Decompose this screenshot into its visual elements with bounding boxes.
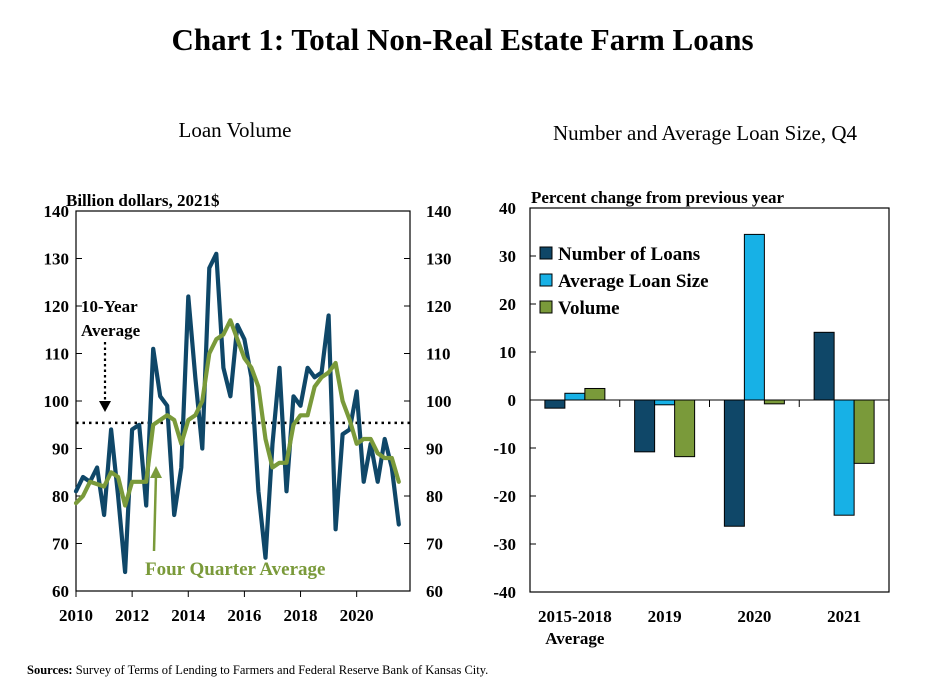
x-tick-label: 2020: [737, 607, 771, 626]
y-tick-label-right: 60: [426, 582, 443, 601]
y-tick-label: -30: [493, 535, 516, 554]
legend-label: Number of Loans: [558, 244, 700, 265]
x-tick-label: 2014: [171, 606, 206, 625]
legend-swatch: [539, 300, 553, 314]
bar: [833, 399, 855, 516]
y-tick-label: 20: [499, 295, 516, 314]
loan-volume-chart: 60 60 70 70 80 80 90 90 100 100 110 110 120 120 130 130…: [44, 191, 452, 625]
four-quarter-average-pointer: [152, 473, 158, 552]
legend-label: Average Loan Size: [558, 271, 709, 292]
bar: [743, 233, 765, 401]
ten-year-average-label: Average: [81, 321, 141, 340]
bar: [544, 399, 566, 409]
y-tick-label-left: 80: [52, 487, 69, 506]
y-tick-label: 0: [508, 391, 517, 410]
y-tick-label-left: 60: [52, 582, 69, 601]
y-tick-label: 40: [499, 199, 516, 218]
bar: [674, 399, 696, 458]
y-tick-label-right: 130: [426, 250, 452, 269]
four-quarter-average-line: [73, 318, 401, 508]
bar: [654, 399, 676, 406]
x-tick-label: 2010: [59, 606, 93, 625]
x-tick-label: 2015-2018: [538, 607, 612, 626]
y-tick-label-left: 120: [44, 297, 70, 316]
bar: [634, 399, 656, 453]
y-tick-label-right: 90: [426, 440, 443, 459]
y-tick-label: -40: [493, 583, 516, 602]
y-tick-label-right: 140: [426, 202, 452, 221]
bar: [584, 387, 606, 401]
y-tick-label-right: 110: [426, 345, 451, 364]
y-tick-label-left: 140: [44, 202, 70, 221]
sources-text: Survey of Terms of Lending to Farmers an…: [72, 663, 489, 677]
quarterly-volume-line: [73, 251, 401, 575]
x-tick-label: 2012: [115, 606, 149, 625]
sources-label: Sources:: [27, 663, 73, 677]
y-tick-label: -20: [493, 487, 516, 506]
y-axis-unit-label: Billion dollars, 2021$: [66, 191, 220, 210]
x-tick-label: 2020: [340, 606, 374, 625]
bar: [853, 399, 875, 464]
y-tick-label-left: 90: [52, 440, 69, 459]
y-tick-label: 30: [499, 247, 516, 266]
x-tick-label: 2019: [648, 607, 682, 626]
ten-year-average-label: 10-Year: [81, 297, 138, 316]
y-tick-label-right: 100: [426, 392, 452, 411]
y-tick-label-right: 70: [426, 535, 443, 554]
legend-label: Volume: [558, 298, 620, 319]
y-tick-label-right: 120: [426, 297, 452, 316]
bar: [813, 331, 835, 401]
loan-size-change-chart: -40 -30 -20 -10 0 10 20 30 40 2015-2018 Average 201…: [493, 188, 890, 648]
y-tick-label: -10: [493, 439, 516, 458]
y-tick-label-left: 100: [44, 392, 70, 411]
x-tick-label: 2021: [827, 607, 861, 626]
y-tick-label-right: 80: [426, 487, 443, 506]
x-tick-label: 2016: [227, 606, 261, 625]
y-tick-label-left: 70: [52, 535, 69, 554]
x-tick-label: Average: [545, 629, 605, 648]
y-tick-label: 10: [499, 343, 516, 362]
bar: [723, 399, 745, 527]
bar: [763, 399, 785, 405]
left-panel-title: Loan Volume: [178, 118, 292, 142]
legend-swatch: [539, 273, 553, 287]
sources-note: Sources: Survey of Terms of Lending to F…: [27, 663, 488, 678]
ten-year-average-arrowhead: [99, 401, 111, 412]
y-tick-label-left: 110: [44, 345, 69, 364]
legend-swatch: [539, 246, 553, 260]
y-tick-label-left: 130: [44, 250, 70, 269]
y-axis-unit-label: Percent change from previous year: [531, 188, 785, 207]
chart-title: Chart 1: Total Non-Real Estate Farm Loan…: [171, 22, 754, 57]
bar: [564, 392, 586, 401]
x-tick-label: 2018: [284, 606, 318, 625]
four-quarter-average-arrowhead: [150, 466, 162, 478]
right-panel-title: Number and Average Loan Size, Q4: [552, 121, 857, 145]
four-quarter-average-label: Four Quarter Average: [145, 559, 325, 580]
